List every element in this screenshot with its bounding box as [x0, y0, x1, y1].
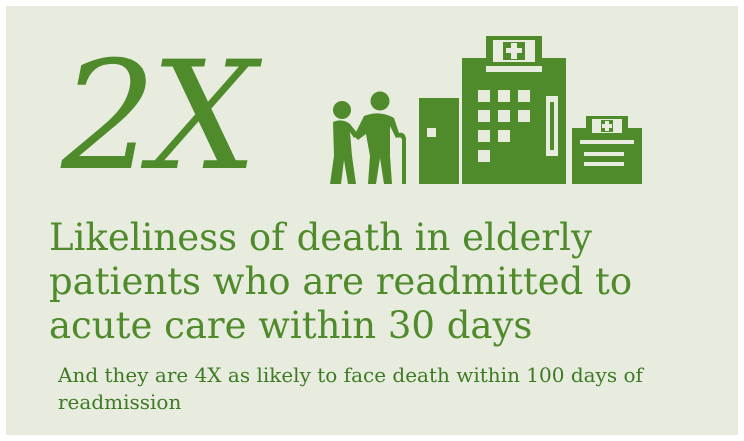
illustration [330, 36, 642, 184]
elderly-couple-icon [330, 91, 406, 184]
infographic-card: 2X [6, 6, 738, 435]
stat-value: 2X [61, 30, 257, 204]
hospital-building-icon [419, 36, 566, 184]
clinic-building-icon [572, 116, 642, 184]
subtext: And they are 4X as likely to face death … [58, 363, 643, 414]
headline: Likeliness of death in elderly patients … [49, 216, 633, 347]
